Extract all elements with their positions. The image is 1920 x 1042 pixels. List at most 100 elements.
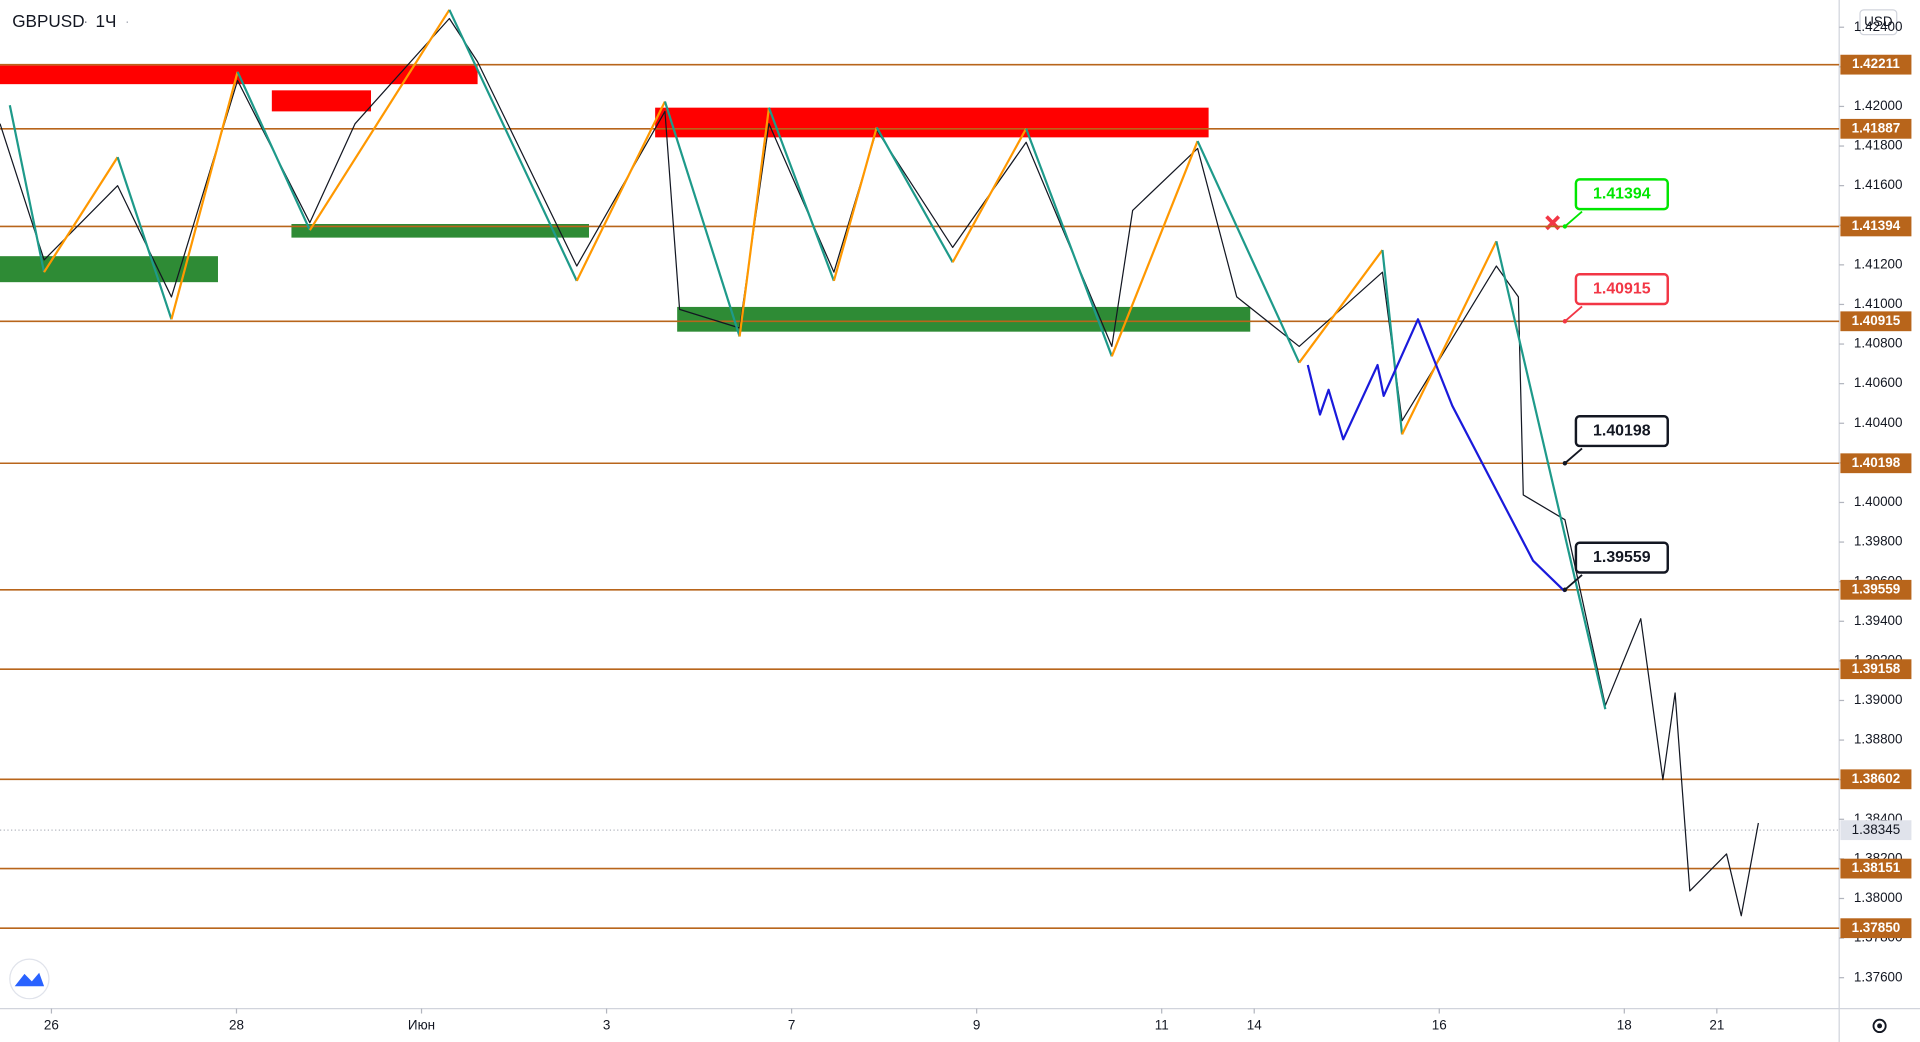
y-tick-label: 1.39400 <box>1854 613 1903 628</box>
level-price-label: 1.41887 <box>1852 120 1901 135</box>
x-tick-label: 14 <box>1247 1017 1262 1032</box>
zigzag-segment <box>236 71 311 231</box>
zigzag-segment <box>767 107 835 282</box>
logo-icon[interactable] <box>14 972 45 987</box>
y-tick-label: 1.41600 <box>1854 177 1903 192</box>
level-price-label: 1.39158 <box>1852 661 1901 676</box>
zigzag-segment <box>1298 249 1384 364</box>
level-price-label: 1.39559 <box>1852 581 1901 596</box>
symbol: GBPUSD <box>12 11 84 31</box>
callout-box <box>1574 273 1669 306</box>
gear-center[interactable] <box>1877 1023 1883 1029</box>
projection-line <box>1306 318 1566 593</box>
x-tick-label: 18 <box>1617 1017 1632 1032</box>
currency-box[interactable] <box>1859 9 1898 36</box>
zigzag-segment <box>951 128 1028 263</box>
level-price-label: 1.38151 <box>1852 860 1901 875</box>
callout-label: 1.40915 <box>1593 280 1651 297</box>
callout-pointer <box>1564 447 1583 464</box>
zone <box>655 107 1209 138</box>
level-price-box <box>1840 311 1912 332</box>
callout-pointer <box>1564 574 1583 591</box>
level-price-box <box>1840 659 1912 680</box>
x-tick-label: 16 <box>1432 1017 1447 1032</box>
level-price-label: 1.42211 <box>1852 56 1900 71</box>
y-tick-label: 1.40800 <box>1854 336 1903 351</box>
y-tick-label: 1.38000 <box>1854 890 1903 905</box>
y-tick-label: 1.39800 <box>1854 534 1903 549</box>
gear[interactable] <box>1872 1018 1887 1034</box>
zone <box>291 223 589 238</box>
x-tick-label: 7 <box>788 1017 795 1032</box>
y-tick-label: 1.38800 <box>1854 732 1903 747</box>
zone <box>271 90 372 112</box>
level-price-box <box>1840 54 1912 75</box>
callout-anchor <box>1562 319 1568 324</box>
level-price-label: 1.37850 <box>1852 920 1901 935</box>
zigzag-segment <box>170 71 239 320</box>
y-tick-label: 1.39000 <box>1854 692 1903 707</box>
callout-pointer <box>1564 210 1583 228</box>
zigzag-segment <box>1381 249 1404 435</box>
zigzag-segment <box>738 107 771 337</box>
zigzag-segment <box>875 126 954 263</box>
level-price-box <box>1840 118 1912 139</box>
zigzag-segment <box>1196 140 1301 364</box>
x-tick-label: 28 <box>229 1017 244 1032</box>
zone <box>677 306 1251 332</box>
level-price-box <box>1840 858 1912 879</box>
level-price-label: 1.40198 <box>1852 455 1901 470</box>
y-tick-label: 1.40400 <box>1854 415 1903 430</box>
callout-box <box>1574 178 1669 211</box>
callout-anchor <box>1562 461 1568 466</box>
y-tick-label: 1.40000 <box>1854 494 1903 509</box>
x-tick-label: 11 <box>1155 1017 1169 1032</box>
x-tick-label: 26 <box>44 1017 59 1032</box>
callout-box <box>1574 541 1669 574</box>
zigzag-segment <box>1110 140 1199 357</box>
callout-anchor <box>1562 587 1568 593</box>
callout-label: 1.39559 <box>1593 549 1651 566</box>
level-price-box <box>1840 216 1912 237</box>
y-tick-label: 1.42000 <box>1854 98 1903 113</box>
level-price-box <box>1840 769 1912 790</box>
interval: 1Ч <box>96 11 117 31</box>
logo[interactable] <box>9 958 50 1000</box>
level-price-label: 1.38602 <box>1852 771 1901 786</box>
x-tick-label: 3 <box>603 1017 610 1032</box>
zigzag-segment <box>832 127 878 282</box>
x-tick-label: 9 <box>973 1017 980 1032</box>
last-price-box <box>1840 820 1912 841</box>
zigzag-segment <box>308 9 451 231</box>
price-line <box>0 17 1759 917</box>
level-price-label: 1.41394 <box>1852 218 1901 233</box>
y-tick-label: 1.37600 <box>1854 969 1903 984</box>
zigzag-segment <box>448 9 578 282</box>
zigzag-segment <box>116 156 173 320</box>
zigzag-segment <box>575 100 666 282</box>
y-tick-label: 1.42400 <box>1854 19 1903 34</box>
logo-circle[interactable] <box>9 958 50 1000</box>
callout-pointer <box>1564 305 1583 322</box>
callout-label: 1.40198 <box>1593 422 1651 439</box>
separator: · <box>125 14 130 30</box>
callout-label: 1.41394 <box>1593 185 1651 202</box>
zigzag-segment <box>1025 128 1113 357</box>
y-tick-label: 1.41800 <box>1854 138 1903 153</box>
callout-anchor <box>1562 224 1568 229</box>
zigzag-segment <box>1401 240 1498 435</box>
level-price-box <box>1840 918 1912 939</box>
y-tick-label: 1.41000 <box>1854 296 1903 311</box>
settings-button[interactable] <box>1872 1018 1887 1034</box>
currency[interactable]: USD <box>1864 14 1893 29</box>
y-tick-label: 1.40600 <box>1854 375 1903 390</box>
separator: · <box>83 14 88 30</box>
x-tick-label: 21 <box>1709 1017 1724 1032</box>
zigzag-segment <box>663 101 741 337</box>
level-price-label: 1.40915 <box>1852 313 1901 328</box>
x-tick-label: Июн <box>408 1017 435 1032</box>
currency-button[interactable]: USD <box>1859 9 1898 36</box>
